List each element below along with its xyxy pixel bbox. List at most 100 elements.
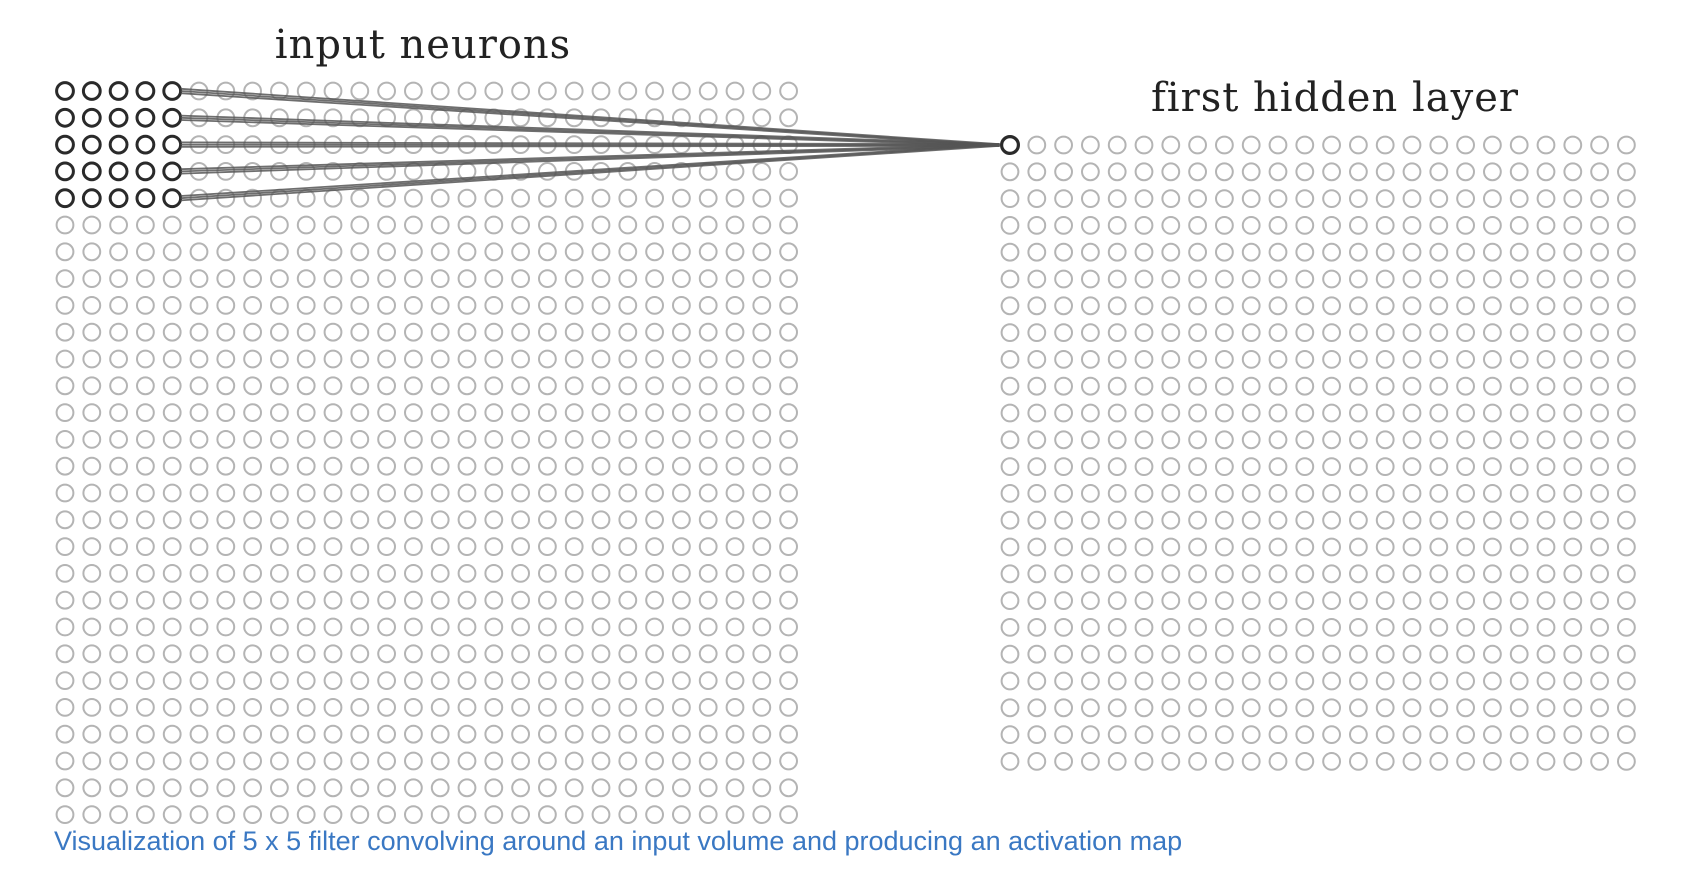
input-neuron	[564, 81, 584, 101]
input-neuron	[457, 349, 477, 369]
hidden-neuron	[1509, 323, 1529, 343]
hidden-neuron	[1590, 242, 1609, 262]
input-neuron	[672, 403, 691, 423]
hidden-neuron	[1241, 242, 1261, 262]
input-neuron	[564, 215, 584, 235]
input-neuron	[270, 296, 289, 315]
input-neuron	[779, 322, 798, 342]
input-neuron	[698, 510, 718, 530]
hidden-neuron	[1268, 189, 1288, 209]
hidden-neuron	[1429, 296, 1449, 316]
hidden-neuron	[1429, 350, 1449, 369]
hidden-neuron	[1268, 296, 1288, 316]
hidden-neuron	[1375, 162, 1395, 182]
input-neuron	[296, 349, 316, 369]
input-neuron	[645, 215, 664, 235]
hidden-neuron	[1456, 269, 1475, 289]
hidden-neuron	[1161, 457, 1181, 477]
receptive-field-neuron	[81, 134, 102, 155]
input-neuron	[752, 617, 772, 637]
connection-line	[180, 143, 1000, 197]
input-neuron	[484, 724, 504, 744]
hidden-neuron	[1188, 296, 1207, 316]
input-neuron	[430, 456, 450, 476]
input-neuron	[82, 751, 102, 771]
input-neuron	[618, 349, 638, 369]
hidden-neuron	[1295, 403, 1315, 423]
input-neuron	[323, 430, 343, 449]
hidden-neuron	[1483, 618, 1502, 637]
hidden-neuron	[1349, 403, 1368, 423]
input-neuron	[484, 269, 504, 289]
input-neuron	[216, 510, 236, 530]
input-neuron	[189, 242, 209, 262]
input-neuron	[645, 805, 664, 824]
input-neuron	[55, 724, 75, 744]
input-neuron	[779, 162, 798, 181]
input-neuron	[296, 617, 316, 637]
input-neuron	[591, 778, 611, 798]
hidden-neuron	[1295, 698, 1315, 718]
hidden-neuron	[1215, 430, 1234, 450]
hidden-neuron	[1295, 484, 1315, 503]
hidden-neuron	[1617, 537, 1636, 557]
hidden-neuron	[1215, 671, 1234, 691]
hidden-neuron	[1054, 644, 1073, 664]
input-neuron	[323, 644, 343, 664]
hidden-neuron	[1027, 671, 1047, 691]
hidden-neuron	[1563, 591, 1583, 610]
hidden-neuron	[1590, 430, 1609, 450]
hidden-neuron	[1429, 537, 1449, 557]
input-neuron	[270, 564, 289, 583]
figure-caption: Visualization of 5 x 5 filter convolving…	[54, 826, 1183, 856]
input-neuron	[189, 537, 209, 556]
input-neuron	[377, 617, 397, 637]
input-neuron	[136, 724, 155, 744]
input-neuron	[779, 430, 798, 449]
hidden-neuron	[1402, 537, 1422, 557]
input-neuron	[404, 564, 423, 583]
input-neuron	[404, 724, 423, 744]
hidden-neuron	[1161, 376, 1181, 396]
input-neuron	[323, 403, 343, 423]
input-neuron	[698, 617, 718, 637]
input-neuron	[404, 242, 423, 262]
input-neuron	[672, 751, 691, 771]
hidden-neuron	[1429, 618, 1449, 637]
hidden-neuron	[1000, 296, 1020, 316]
hidden-neuron	[1590, 591, 1609, 610]
hidden-neuron	[1295, 591, 1315, 610]
hidden-neuron	[1402, 510, 1422, 530]
hidden-neuron	[1483, 350, 1502, 369]
input-neuron	[672, 671, 691, 690]
hidden-neuron	[1322, 242, 1341, 262]
input-neuron	[243, 242, 263, 262]
input-neuron	[270, 644, 289, 664]
hidden-neuron	[1268, 725, 1288, 744]
input-neuron	[377, 296, 397, 315]
hidden-neuron	[1188, 430, 1207, 450]
input-neuron	[618, 510, 638, 530]
hidden-neuron	[1054, 189, 1073, 209]
input-neuron	[591, 644, 611, 664]
input-neuron	[296, 590, 316, 610]
input-neuron	[618, 403, 638, 423]
hidden-neuron	[1000, 510, 1020, 530]
input-neuron	[296, 510, 316, 530]
input-neuron	[404, 188, 423, 208]
input-neuron	[189, 590, 209, 610]
hidden-neuron	[1268, 376, 1288, 396]
input-neuron	[136, 242, 155, 262]
hidden-neuron	[1375, 457, 1395, 477]
input-neuron	[109, 376, 128, 396]
hidden-neuron	[1402, 403, 1422, 423]
hidden-neuron	[1134, 430, 1154, 450]
hidden-neuron	[1295, 296, 1315, 316]
input-neuron	[457, 537, 477, 556]
input-neuron	[323, 805, 343, 824]
hidden-neuron	[1402, 216, 1422, 235]
input-neuron	[457, 644, 477, 664]
hidden-neuron	[1456, 484, 1475, 503]
input-neuron	[672, 430, 691, 449]
input-neuron	[645, 644, 664, 664]
